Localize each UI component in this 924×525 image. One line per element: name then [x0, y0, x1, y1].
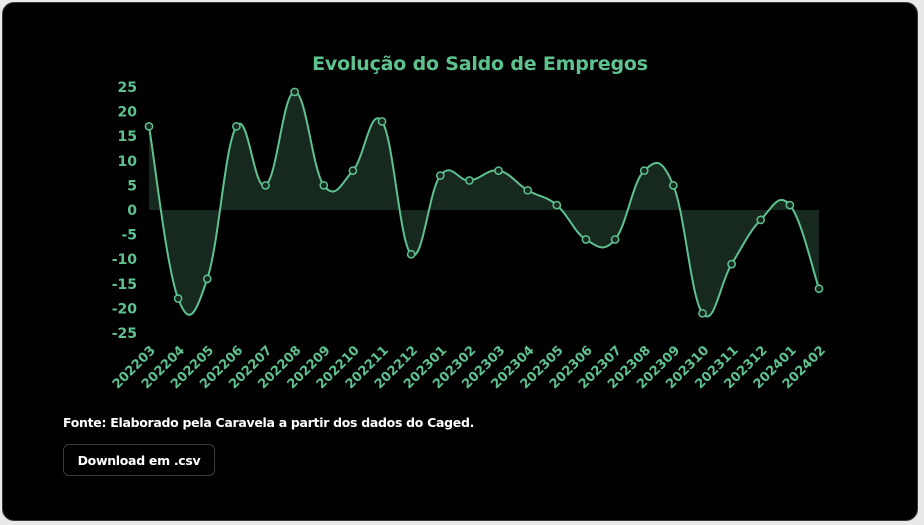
y-tick-label: 20 [118, 105, 138, 121]
data-point-202307[interactable] [610, 235, 620, 244]
y-tick-label: 15 [118, 129, 137, 145]
data-point-202301[interactable] [435, 171, 445, 180]
chart-title: Evolução do Saldo de Empregos [312, 53, 648, 75]
chart-svg: 25 20 15 10 5 0 -5 -10 -15 -20 -25 202203202204202… [110, 80, 829, 392]
data-point-202401[interactable] [785, 200, 795, 210]
data-point-202204[interactable] [173, 294, 183, 303]
data-point-202203[interactable] [144, 122, 154, 131]
y-tick-label: -10 [112, 252, 138, 268]
data-point-202211[interactable] [377, 117, 387, 126]
data-point-202205[interactable] [202, 274, 212, 284]
data-point-202302[interactable] [465, 176, 474, 185]
data-point-202210[interactable] [348, 166, 358, 175]
area-fill [149, 91, 819, 317]
data-point-202402[interactable] [814, 284, 824, 294]
data-point-202209[interactable] [319, 181, 329, 190]
data-point-202312[interactable] [756, 215, 766, 225]
y-tick-label: 10 [118, 154, 138, 170]
y-tick-label: 5 [127, 178, 137, 194]
y-tick-label: 0 [127, 203, 137, 219]
data-point-202212[interactable] [406, 249, 416, 259]
x-axis-ticks: 2022032022042022052022062022072022082022… [110, 343, 829, 392]
y-tick-label: -5 [121, 228, 137, 244]
data-point-202309[interactable] [668, 181, 678, 190]
y-tick-label: -15 [112, 277, 137, 293]
data-point-202310[interactable] [698, 308, 707, 318]
download-csv-button[interactable]: Download em .csv [63, 444, 215, 476]
data-points [144, 87, 824, 318]
data-point-202306[interactable] [581, 235, 591, 244]
data-point-202208[interactable] [290, 87, 300, 97]
y-tick-label: -20 [112, 301, 138, 317]
data-point-202308[interactable] [639, 166, 649, 175]
data-point-202304[interactable] [523, 185, 533, 195]
y-axis-ticks: 25 20 15 10 5 0 -5 -10 -15 -20 -25 [112, 80, 138, 342]
source-note: Fonte: Elaborado pela Caravela a partir … [63, 415, 475, 430]
data-point-202311[interactable] [727, 259, 736, 269]
y-tick-label: 25 [118, 80, 137, 96]
data-point-202305[interactable] [552, 200, 562, 210]
series-area [149, 91, 819, 317]
data-point-202303[interactable] [494, 166, 503, 175]
data-point-202206[interactable] [232, 122, 241, 131]
y-tick-label: -25 [112, 326, 137, 342]
data-point-202207[interactable] [261, 181, 270, 190]
